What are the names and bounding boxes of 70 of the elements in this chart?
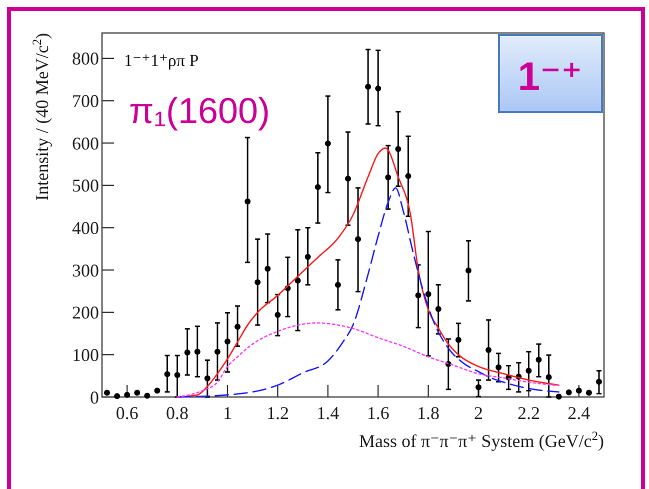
point: [385, 174, 392, 180]
x-tick-label: 1.4: [316, 403, 340, 423]
y-tick-label: 700: [72, 91, 99, 112]
x-axis-title: Mass of π⁻π⁻π⁺ System (GeV/c$^{2}$): [358, 429, 604, 451]
point: [144, 392, 150, 399]
point: [536, 356, 542, 363]
line-series: [176, 187, 560, 398]
y-tick-label: 300: [72, 260, 99, 280]
point: [405, 173, 412, 180]
y-tick-label: 400: [72, 218, 99, 238]
x-tick-label: 0.6: [116, 403, 138, 423]
point: [104, 390, 110, 396]
point: [304, 254, 311, 260]
point: [234, 324, 241, 330]
y-tick-label: 800: [72, 48, 99, 69]
point: [455, 336, 462, 343]
point: [465, 267, 472, 274]
point: [214, 348, 220, 355]
annotation: 1⁻⁺1⁺ρπ P: [124, 51, 199, 70]
point: [596, 378, 602, 385]
point: [576, 388, 582, 394]
point: [244, 198, 251, 204]
point: [586, 390, 592, 396]
y-tick-label: 600: [72, 133, 99, 154]
x-tick-label: 1.8: [417, 403, 440, 423]
point: [154, 388, 160, 394]
point: [415, 292, 422, 298]
x-tick-label: 0.8: [166, 403, 189, 423]
x-tick-label: 1.2: [266, 403, 289, 423]
point: [395, 146, 402, 152]
annotation: π₁(1600): [129, 90, 270, 131]
point: [254, 279, 261, 286]
point: [264, 266, 271, 272]
point: [134, 390, 140, 396]
point: [496, 364, 502, 370]
x-tick-label: 2: [474, 403, 483, 423]
point: [314, 184, 321, 190]
x-tick-label: 2.2: [517, 403, 540, 423]
point: [124, 392, 130, 398]
point: [344, 176, 351, 182]
point: [355, 236, 362, 242]
point: [194, 348, 200, 355]
point: [435, 306, 442, 312]
x-tick-label: 1: [223, 403, 232, 423]
point: [274, 312, 281, 318]
point: [425, 291, 432, 298]
point: [556, 394, 562, 400]
point: [114, 393, 120, 400]
point: [324, 140, 331, 146]
point: [184, 350, 190, 356]
point: [476, 384, 482, 390]
y-tick-label: 0: [90, 387, 99, 408]
point: [566, 389, 572, 396]
point: [174, 372, 180, 378]
point: [204, 375, 210, 382]
point: [365, 84, 372, 90]
point: [375, 85, 382, 92]
y-tick-label: 500: [72, 176, 99, 196]
point: [546, 374, 552, 380]
y-tick-label: 100: [72, 344, 99, 365]
point: [164, 371, 170, 378]
point: [224, 338, 230, 345]
line-series: [176, 322, 560, 398]
x-tick-label: 2.4: [568, 403, 590, 423]
point: [334, 282, 341, 288]
annotation: 1⁻⁺: [518, 55, 582, 99]
x-tick-label: 1.6: [366, 403, 390, 423]
point: [486, 347, 492, 354]
y-tick-label: 200: [72, 302, 99, 323]
point: [526, 368, 532, 374]
